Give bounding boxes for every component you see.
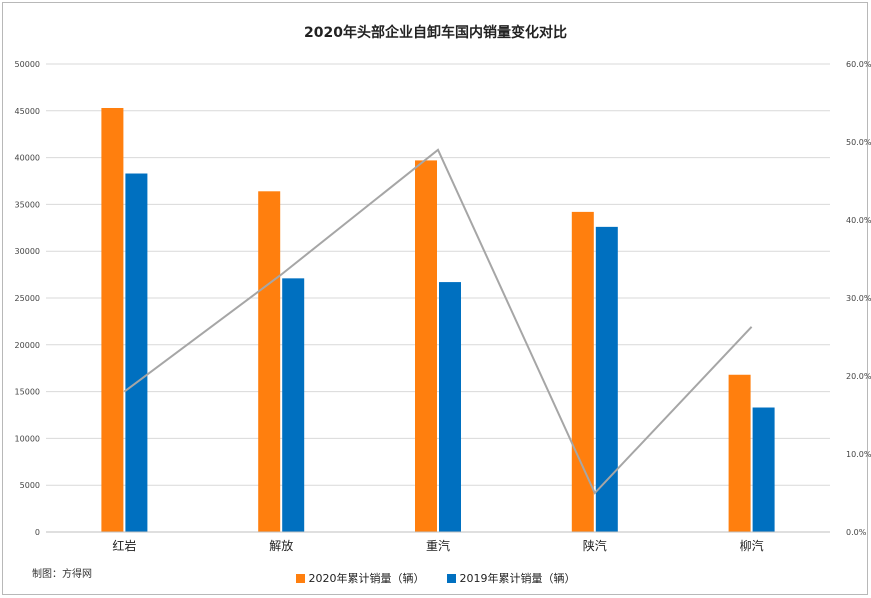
y-tick-label: 30000	[15, 247, 40, 256]
y-tick-label: 40000	[15, 154, 40, 163]
legend-item-2019: 2019年累计销量（辆）	[446, 570, 576, 586]
x-tick-label: 红岩	[112, 538, 136, 553]
legend-label-2020: 2020年累计销量（辆）	[308, 572, 425, 585]
x-tick-label: 重汽	[426, 538, 450, 553]
y2-tick-label: 20.0%	[846, 372, 871, 381]
bar-2019	[125, 173, 148, 532]
y2-tick-label: 60.0%	[846, 60, 871, 69]
line-series	[123, 148, 753, 495]
y-tick-label: 20000	[15, 341, 40, 350]
x-tick-label: 解放	[269, 538, 293, 553]
y2-tick-label: 10.0%	[846, 450, 871, 459]
bar-2020	[728, 374, 751, 532]
y-tick-label: 50000	[15, 60, 40, 69]
y2-tick-label: 30.0%	[846, 294, 871, 303]
legend-swatch-2020	[295, 573, 305, 583]
y-tick-label: 5000	[20, 481, 40, 490]
y-tick-label: 0	[35, 528, 40, 537]
y2-tick-label: 0.0%	[846, 528, 867, 537]
legend-swatch-2019	[446, 573, 456, 583]
y2-tick-label: 50.0%	[846, 138, 871, 147]
bar-2020	[101, 107, 124, 532]
x-tick-label: 陕汽	[583, 538, 607, 553]
bar-2019	[595, 226, 618, 532]
y-tick-label: 45000	[15, 107, 40, 116]
y-tick-label: 35000	[15, 200, 40, 209]
x-tick-label: 柳汽	[740, 538, 764, 553]
bar-2020	[258, 191, 281, 532]
bar-2019	[439, 282, 461, 532]
bar-2020	[415, 160, 437, 532]
bar-2019	[282, 278, 305, 532]
chart-credit: 制图：方得网	[32, 569, 92, 580]
chart-title: 2020年头部企业自卸车国内销量变化对比	[304, 25, 567, 41]
y2-tick-label: 40.0%	[846, 216, 871, 225]
chart-legend: 2020年累计销量（辆） 2019年累计销量（辆）	[0, 570, 871, 586]
legend-label-2019: 2019年累计销量（辆）	[459, 572, 576, 585]
y-tick-label: 10000	[15, 434, 40, 443]
legend-item-2020: 2020年累计销量（辆）	[295, 570, 425, 586]
y-tick-label: 15000	[15, 388, 40, 397]
y-tick-label: 25000	[15, 294, 40, 303]
bar-2020	[571, 211, 594, 532]
bar-2019	[752, 407, 775, 532]
